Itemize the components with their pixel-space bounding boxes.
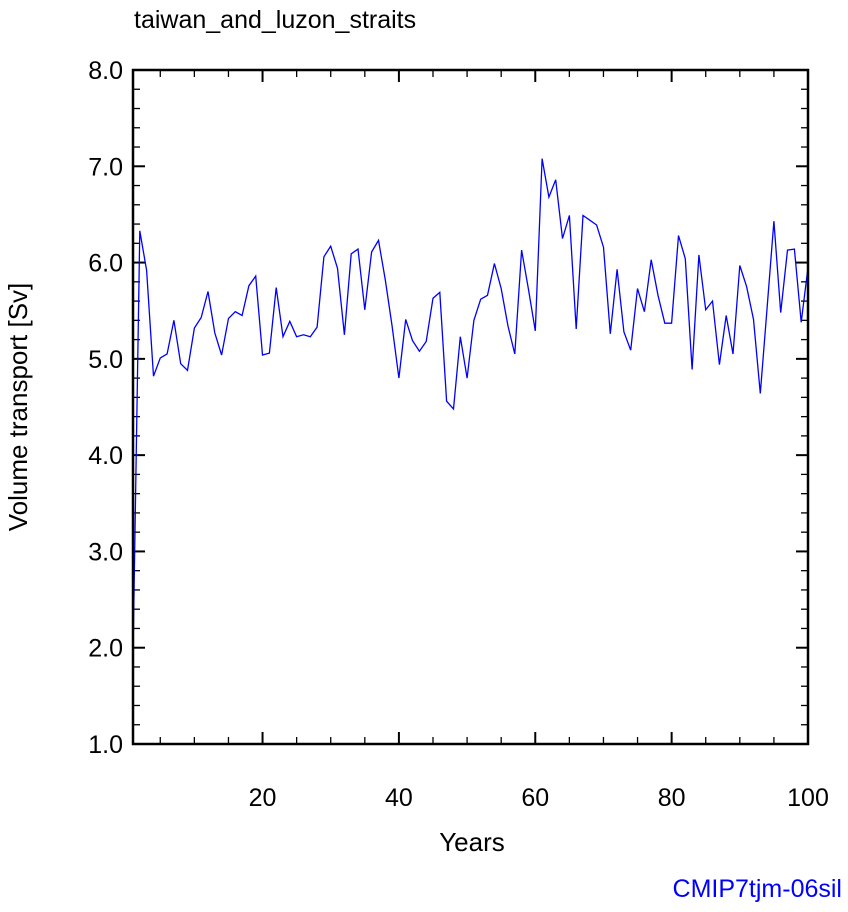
- y-axis-label: Volume transport [Sv]: [3, 283, 33, 532]
- y-tick-label: 7.0: [88, 153, 123, 181]
- x-tick-label: 80: [658, 784, 686, 812]
- x-tick-label: 20: [249, 784, 277, 812]
- y-tick-label: 3.0: [88, 538, 123, 566]
- x-tick-label: 60: [521, 784, 549, 812]
- axes: 1.0 2.0 3.0 4.0 5.0 6.0 7.0 8.0 20 40 60 80 100: [88, 57, 829, 812]
- x-tick-label: 100: [787, 784, 829, 812]
- series-line: [132, 158, 809, 658]
- x-tick-label: 40: [385, 784, 413, 812]
- plot-frame: [131, 68, 810, 746]
- x-axis-label: Years: [439, 827, 505, 857]
- y-tick-label: 8.0: [88, 57, 123, 85]
- annotation-label: CMIP7tjm-06sil: [673, 875, 842, 903]
- y-tick-label: 1.0: [88, 731, 123, 759]
- y-tick-label: 5.0: [88, 346, 123, 374]
- y-tick-label: 6.0: [88, 250, 123, 278]
- y-tick-label: 2.0: [88, 635, 123, 663]
- chart-title: taiwan_and_luzon_straits: [134, 6, 416, 34]
- y-tick-label: 4.0: [88, 442, 123, 470]
